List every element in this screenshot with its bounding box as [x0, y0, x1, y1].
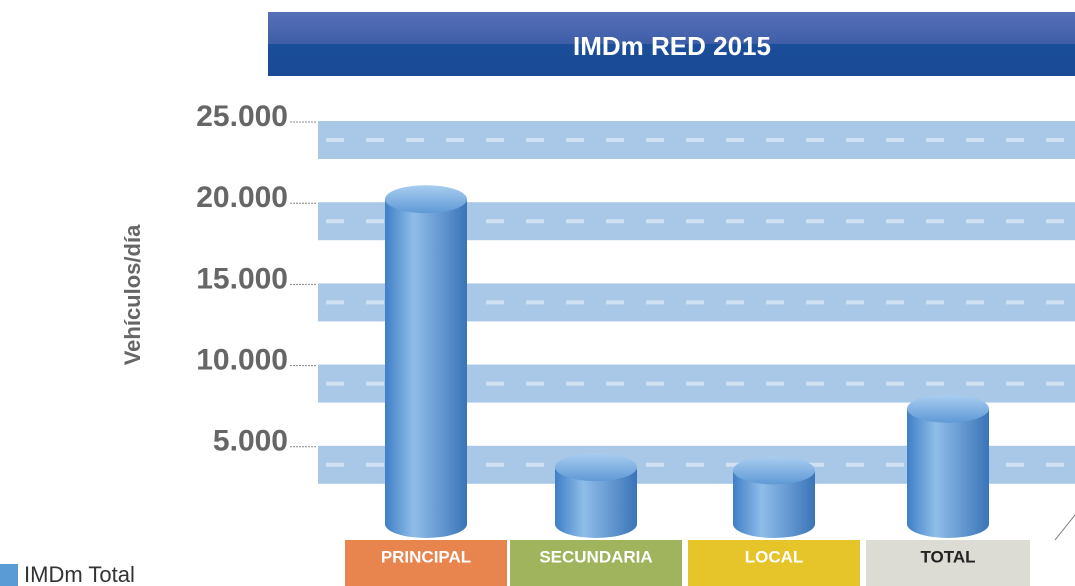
- legend-label: IMDm Total: [24, 562, 135, 586]
- floor-edge: [1055, 515, 1075, 540]
- x-tick-label: SECUNDARIA: [539, 547, 652, 566]
- x-tick-label: PRINCIPAL: [381, 547, 471, 566]
- y-axis-label: Vehículos/día: [120, 224, 145, 365]
- bar: [907, 409, 989, 538]
- chart: IMDm RED 2015 Vehículos/día 5.000 10.000 1…: [0, 0, 1075, 586]
- x-tick-label: TOTAL: [920, 547, 975, 566]
- y-tick-label: 25.000: [196, 100, 288, 133]
- chart-title: IMDm RED 2015: [573, 31, 771, 61]
- bar-top: [385, 185, 467, 213]
- y-tick-label: 10.000: [196, 344, 288, 377]
- y-tick-label: 20.000: [196, 181, 288, 214]
- x-tick-label: LOCAL: [745, 547, 804, 566]
- legend-swatch: [0, 564, 18, 586]
- bar: [385, 199, 467, 538]
- y-tick-label: 15.000: [196, 262, 288, 295]
- bar-top: [907, 395, 989, 423]
- bar-top: [555, 453, 637, 481]
- y-tick-label: 5.000: [213, 425, 288, 458]
- bar-top: [733, 456, 815, 484]
